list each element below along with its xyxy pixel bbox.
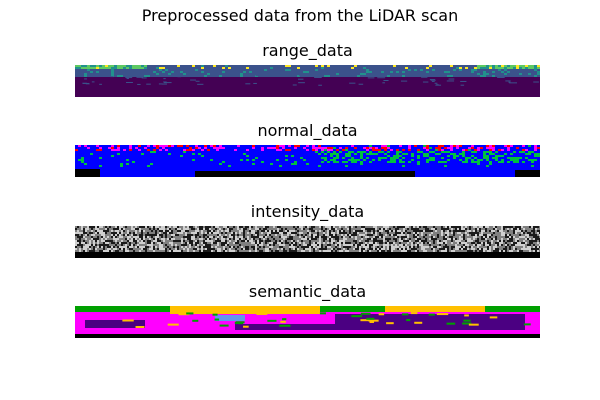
semantic-strip (75, 306, 540, 338)
normal-panel-title: normal_data (257, 121, 358, 140)
intensity-panel-title: intensity_data (250, 202, 365, 221)
semantic-panel-title: semantic_data (248, 282, 367, 301)
normal-image (75, 145, 540, 177)
intensity-image (75, 226, 540, 258)
normal-strip (75, 145, 540, 177)
intensity-strip (75, 226, 540, 258)
range-image (75, 65, 540, 97)
range-panel-title: range_data (262, 41, 353, 60)
figure-title: Preprocessed data from the LiDAR scan (141, 6, 459, 25)
semantic-image (75, 306, 540, 338)
range-strip (75, 65, 540, 97)
